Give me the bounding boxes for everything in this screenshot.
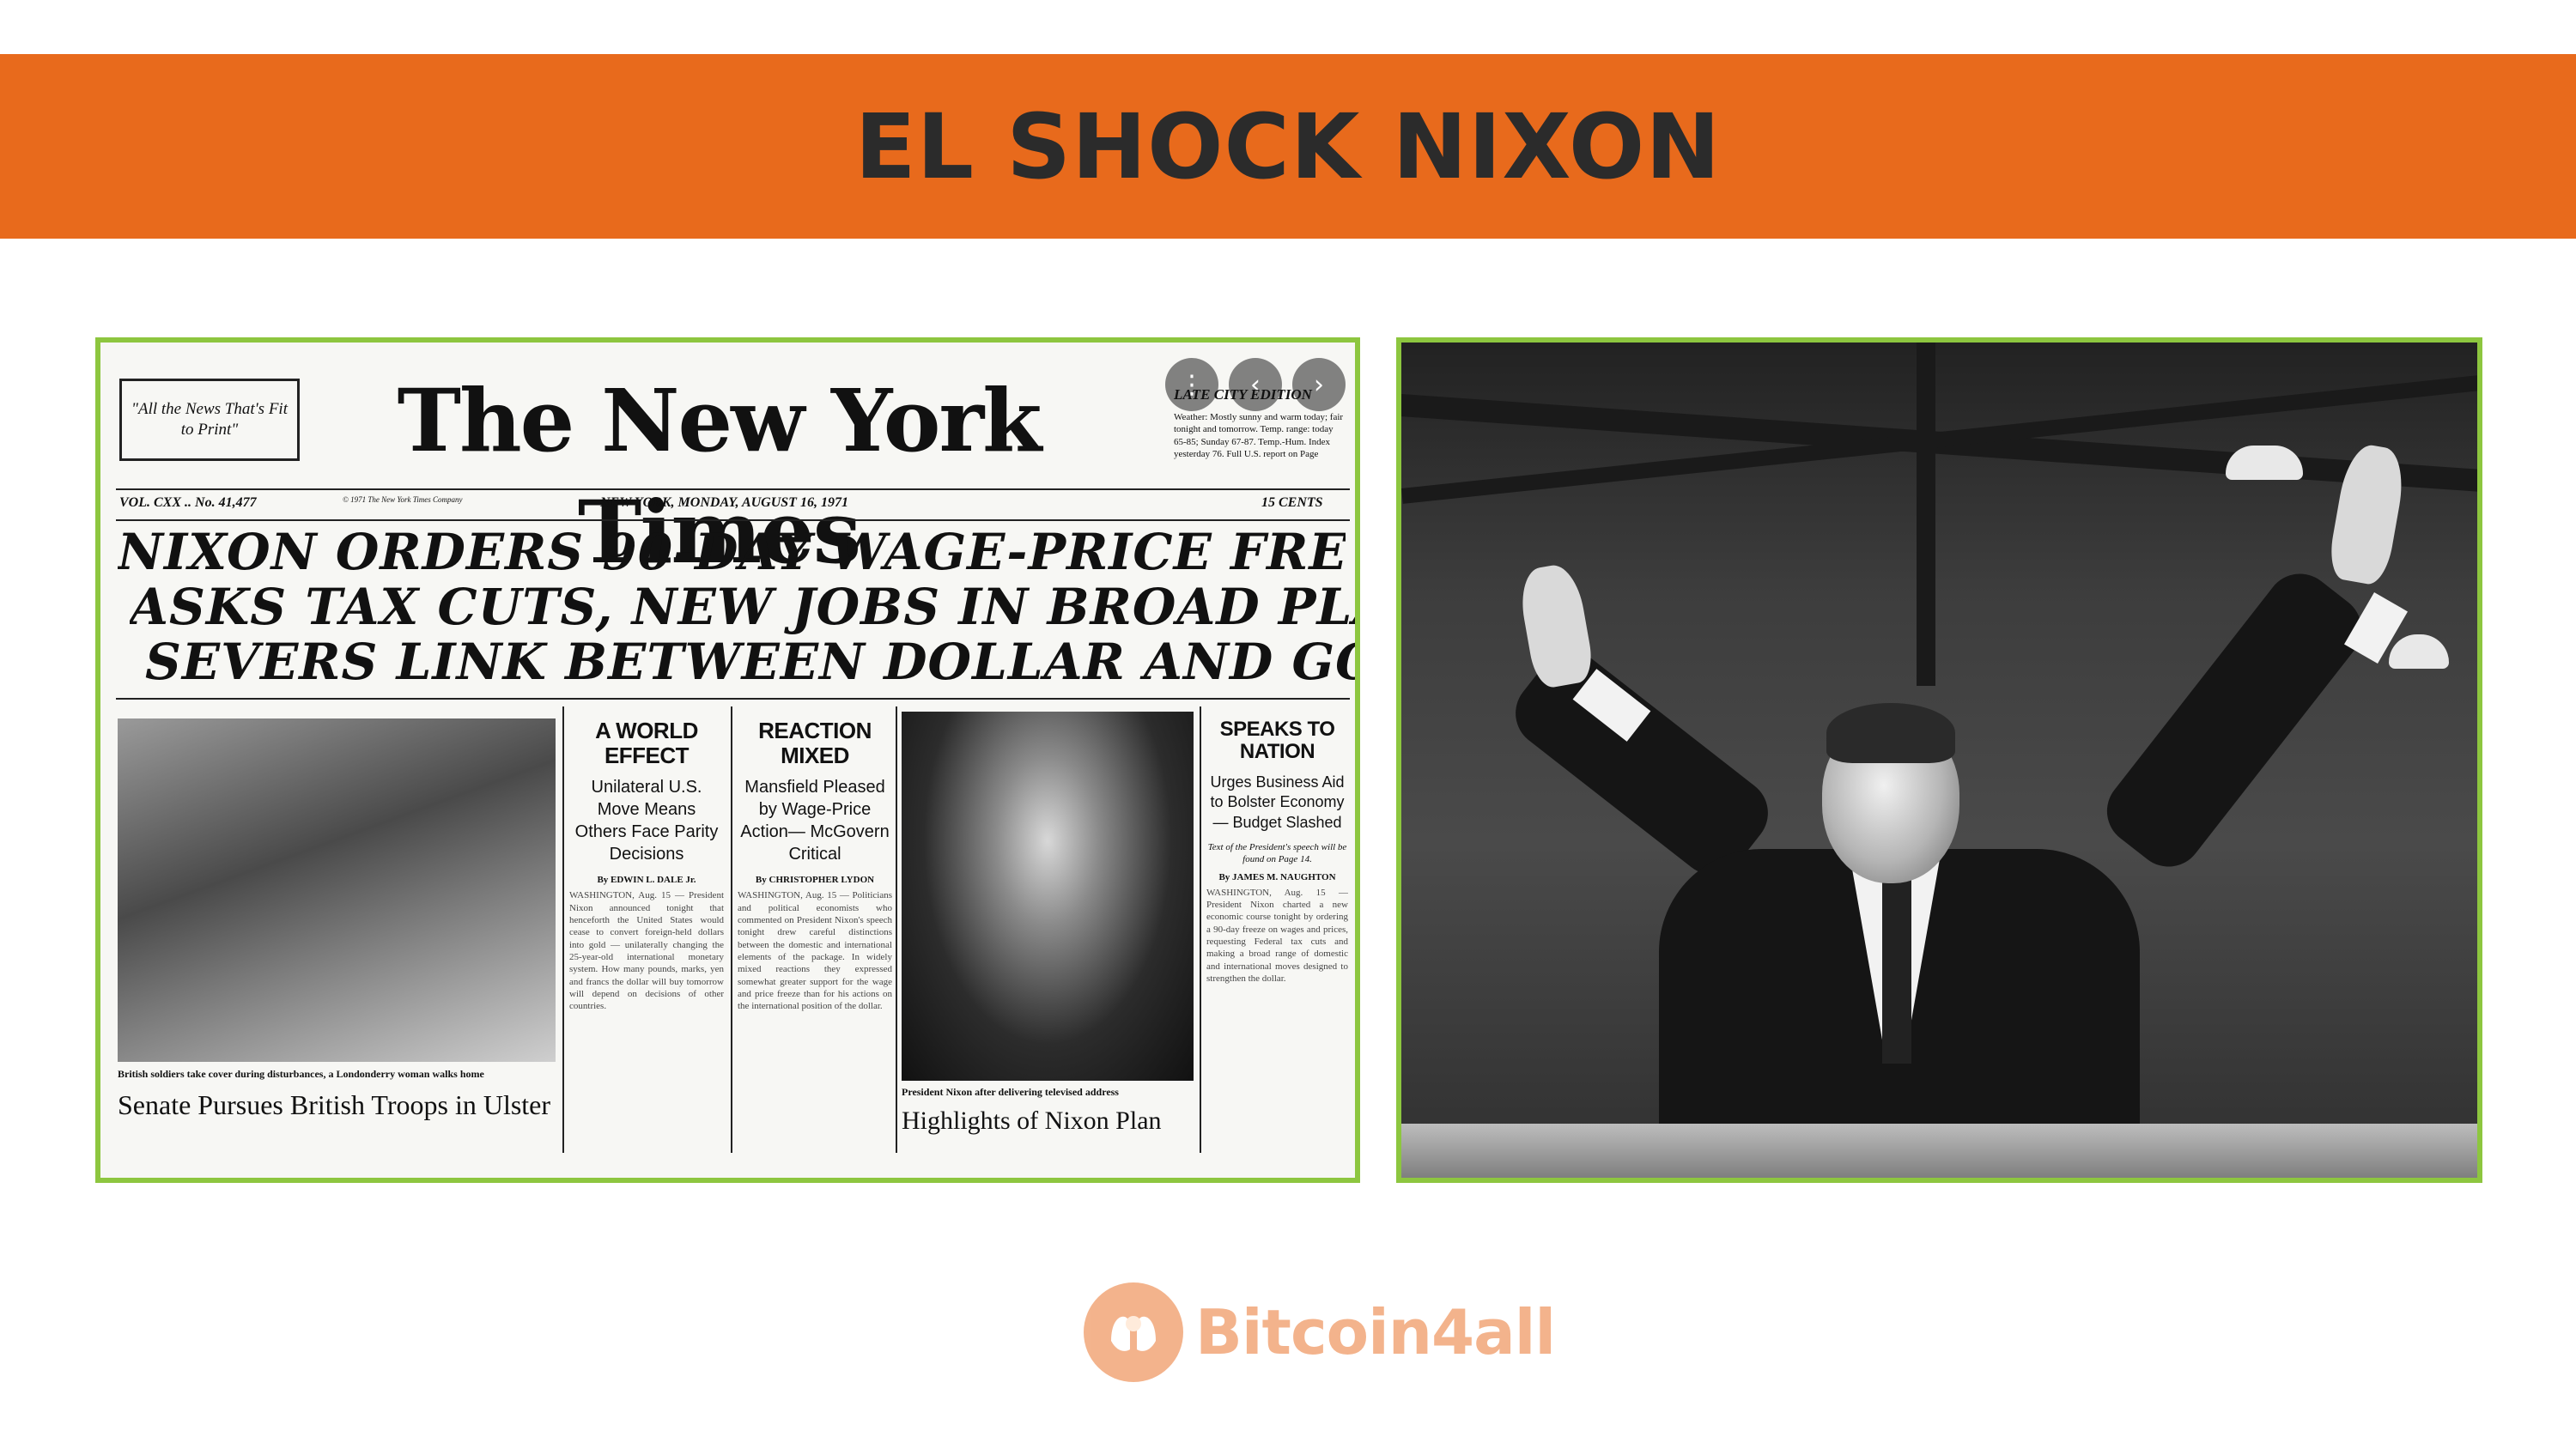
more-options-icon[interactable]: ⋮ bbox=[1165, 358, 1218, 411]
newspaper-masthead: The New York Times bbox=[397, 370, 1042, 583]
reaction-kicker: REACTION MIXED bbox=[758, 718, 872, 768]
nixon-victory-photo bbox=[1396, 337, 2482, 1183]
headline-line-2: ASKS TAX CUTS, NEW JOBS IN BROAD PLAN; bbox=[130, 579, 1358, 634]
ceiling-beam bbox=[1917, 343, 1935, 686]
newspaper-image: "All the News That's Fit to Print" The N… bbox=[95, 337, 1360, 1183]
necktie bbox=[1882, 858, 1911, 1064]
title-bar: EL SHOCK NIXON bbox=[0, 54, 2576, 239]
column-divider bbox=[731, 706, 732, 1153]
newspaper-price: 15 CENTS bbox=[1261, 495, 1323, 510]
newspaper-copyright: © 1971 The New York Times Company bbox=[343, 495, 463, 504]
previous-arrow-icon[interactable]: ‹ bbox=[1229, 358, 1282, 411]
newspaper-weather-box: LATE CITY EDITION Weather: Mostly sunny … bbox=[1174, 385, 1346, 460]
logo-text: Bitcoin4all bbox=[1195, 1296, 1556, 1368]
column-divider bbox=[1200, 706, 1201, 1153]
image-viewer-controls: ⋮ ‹ › bbox=[1165, 358, 1346, 411]
dateline-rule bbox=[116, 519, 1350, 521]
headline-line-3: SEVERS LINK BETWEEN DOLLAR AND GOLD bbox=[145, 634, 1360, 689]
speaks-byline: By JAMES M. NAUGHTON bbox=[1218, 871, 1336, 882]
newspaper-page: "All the News That's Fit to Print" The N… bbox=[100, 343, 1355, 1178]
reaction-deck: Mansfield Pleased by Wage-Price Action— … bbox=[740, 778, 890, 864]
newspaper-edition: LATE CITY EDITION bbox=[1174, 386, 1312, 403]
stage-light bbox=[2226, 446, 2303, 480]
hands-icon bbox=[1111, 1316, 1156, 1351]
speaks-column: SPEAKS TO NATION Urges Business Aid to B… bbox=[1206, 718, 1348, 1156]
newspaper-weather: Weather: Mostly sunny and warm today; fa… bbox=[1174, 412, 1344, 459]
newspaper-dateline: VOL. CXX .. No. 41,477 © 1971 The New Yo… bbox=[119, 494, 1347, 518]
headline-line-1: NIXON ORDERS 90-DAY WAGE-PRICE FREEZE, bbox=[118, 524, 1346, 579]
londonderry-photo bbox=[118, 718, 556, 1062]
nixon-photo-caption: President Nixon after delivering televis… bbox=[902, 1086, 1119, 1098]
hands-logo-icon bbox=[1084, 1282, 1183, 1382]
podium-edge bbox=[1401, 1124, 2477, 1178]
speaks-text: WASHINGTON, Aug. 15 — President Nixon ch… bbox=[1206, 887, 1348, 984]
speaks-note: Text of the President's speech will be f… bbox=[1207, 841, 1347, 865]
column-divider bbox=[896, 706, 897, 1153]
reaction-byline: By CHRISTOPHER LYDON bbox=[755, 875, 875, 886]
world-effect-deck: Unilateral U.S. Move Means Others Face P… bbox=[574, 778, 719, 864]
headline-rule bbox=[116, 698, 1350, 700]
newspaper-volume: VOL. CXX .. No. 41,477 bbox=[119, 495, 257, 510]
bitcoin4all-logo: Bitcoin4all bbox=[1084, 1281, 1556, 1384]
nixon-hair bbox=[1826, 703, 1955, 763]
highlights-subhead: Highlights of Nixon Plan bbox=[902, 1106, 1162, 1135]
world-effect-column: A WORLD EFFECT Unilateral U.S. Move Mean… bbox=[569, 718, 724, 1156]
newspaper-motto: "All the News That's Fit to Print" bbox=[119, 379, 300, 461]
speaks-deck: Urges Business Aid to Bolster Economy— B… bbox=[1210, 773, 1345, 831]
column-divider bbox=[562, 706, 564, 1153]
world-effect-byline: By EDWIN L. DALE Jr. bbox=[597, 875, 696, 886]
ulster-subhead: Senate Pursues British Troops in Ulster bbox=[118, 1089, 551, 1120]
reaction-column: REACTION MIXED Mansfield Pleased by Wage… bbox=[738, 718, 892, 1156]
londonderry-photo-caption: British soldiers take cover during distu… bbox=[118, 1068, 484, 1080]
world-effect-text: WASHINGTON, Aug. 15 — President Nixon an… bbox=[569, 890, 724, 1012]
reaction-text: WASHINGTON, Aug. 15 — Politicians and po… bbox=[738, 890, 892, 1012]
speaks-kicker: SPEAKS TO NATION bbox=[1219, 718, 1335, 764]
nixon-portrait-photo bbox=[902, 712, 1194, 1081]
world-effect-kicker: A WORLD EFFECT bbox=[595, 718, 698, 768]
masthead-rule bbox=[116, 488, 1350, 490]
newspaper-date: NEW YORK, MONDAY, AUGUST 16, 1971 bbox=[600, 495, 848, 510]
next-arrow-icon[interactable]: › bbox=[1292, 358, 1346, 411]
slide-title: EL SHOCK NIXON bbox=[854, 94, 1722, 199]
